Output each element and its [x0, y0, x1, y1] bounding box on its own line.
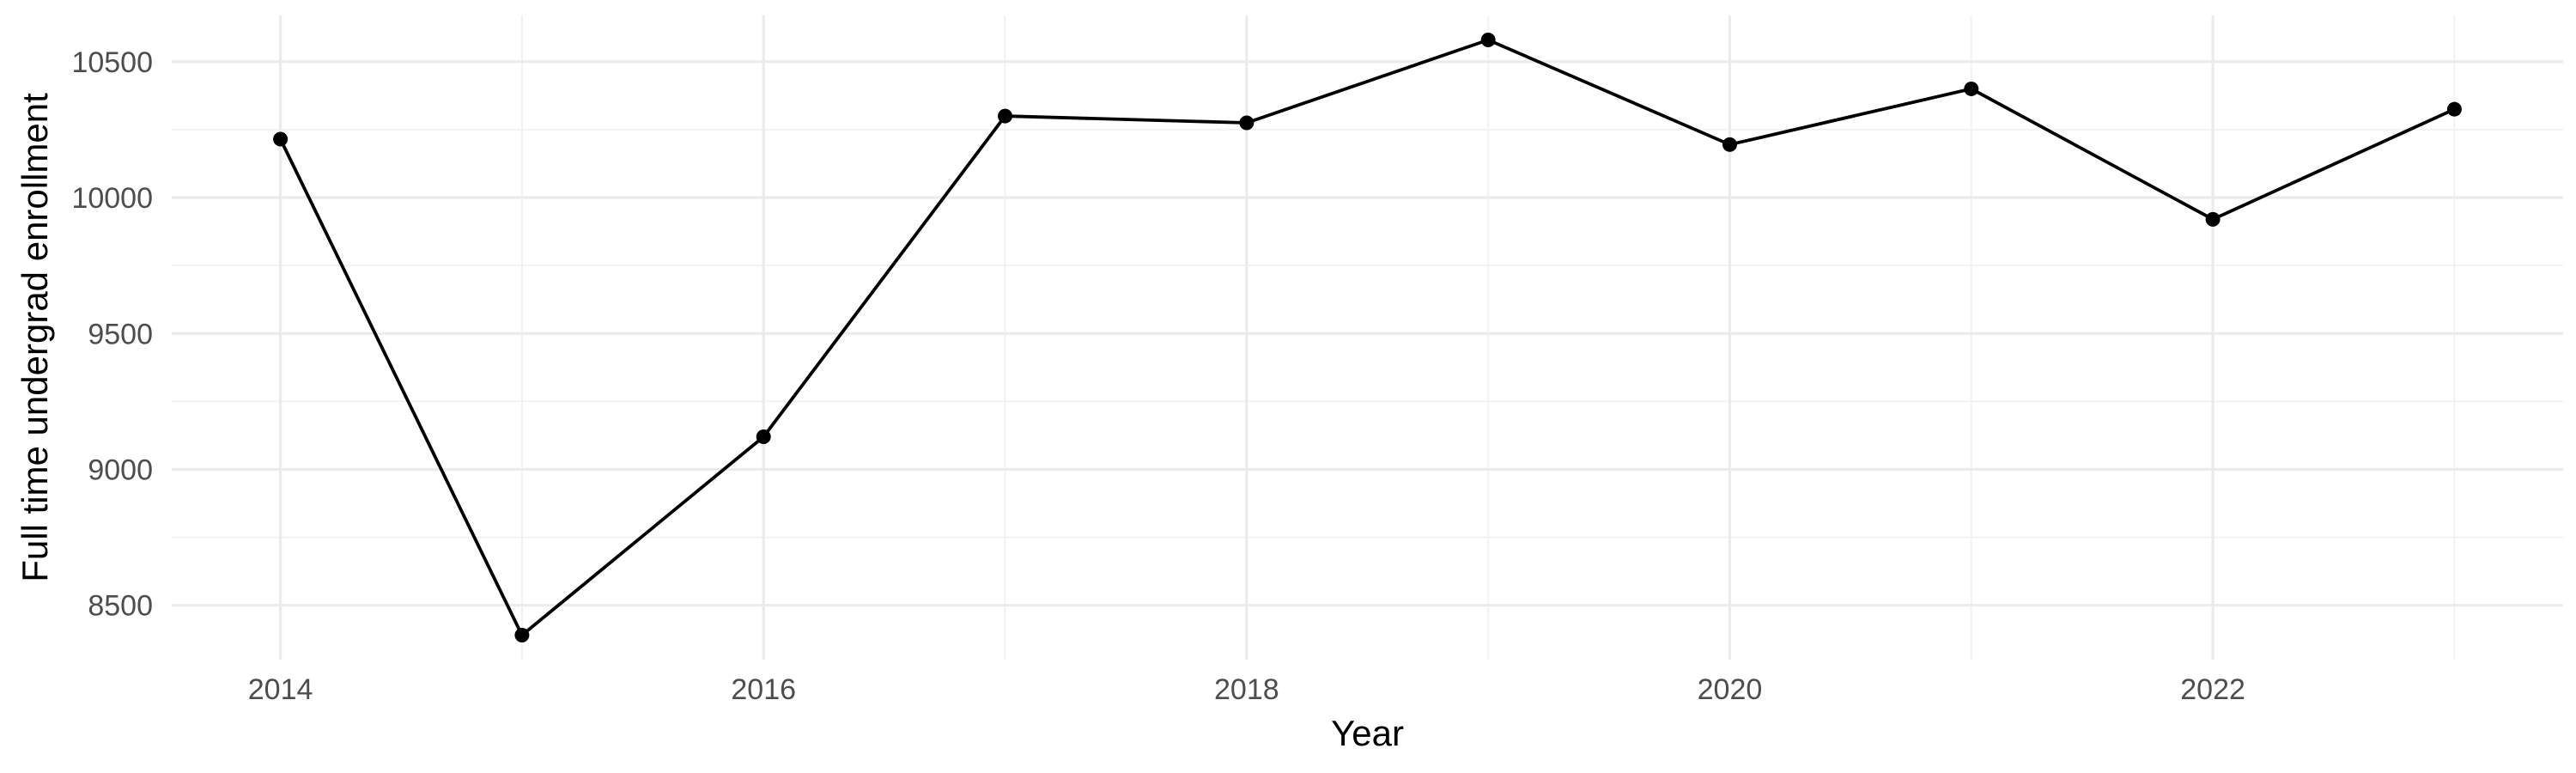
y-tick-label: 8500 [88, 590, 153, 623]
data-point [2205, 211, 2221, 227]
y-tick-label: 9500 [88, 318, 153, 350]
y-axis-title: Full time undergrad enrollment [15, 93, 55, 582]
series-line-group [278, 38, 2456, 638]
data-point [1722, 137, 1737, 152]
data-point [273, 131, 289, 147]
data-point [1480, 32, 1496, 47]
x-tick-label: 2022 [2180, 673, 2245, 706]
data-point [1964, 81, 1979, 96]
y-tick-label: 10000 [71, 182, 153, 215]
x-axis-ticks: 2014 2016 2018 2020 2022 [248, 673, 2245, 706]
data-point [1239, 115, 1255, 131]
data-point [2446, 101, 2462, 117]
y-axis-ticks: 8500 9000 9500 10000 10500 [71, 46, 153, 623]
x-tick-label: 2014 [248, 673, 313, 706]
x-tick-label: 2016 [731, 673, 796, 706]
series-points [273, 32, 2462, 643]
y-tick-label: 9000 [88, 453, 153, 486]
x-axis-title: Year [1331, 713, 1404, 753]
data-point [514, 628, 530, 643]
gridlines [172, 15, 2563, 660]
data-point [998, 108, 1013, 124]
series-line [278, 38, 2456, 638]
data-point [756, 429, 771, 445]
y-tick-label: 10500 [71, 46, 153, 79]
x-tick-label: 2020 [1698, 673, 1763, 706]
x-tick-label: 2018 [1214, 673, 1279, 706]
